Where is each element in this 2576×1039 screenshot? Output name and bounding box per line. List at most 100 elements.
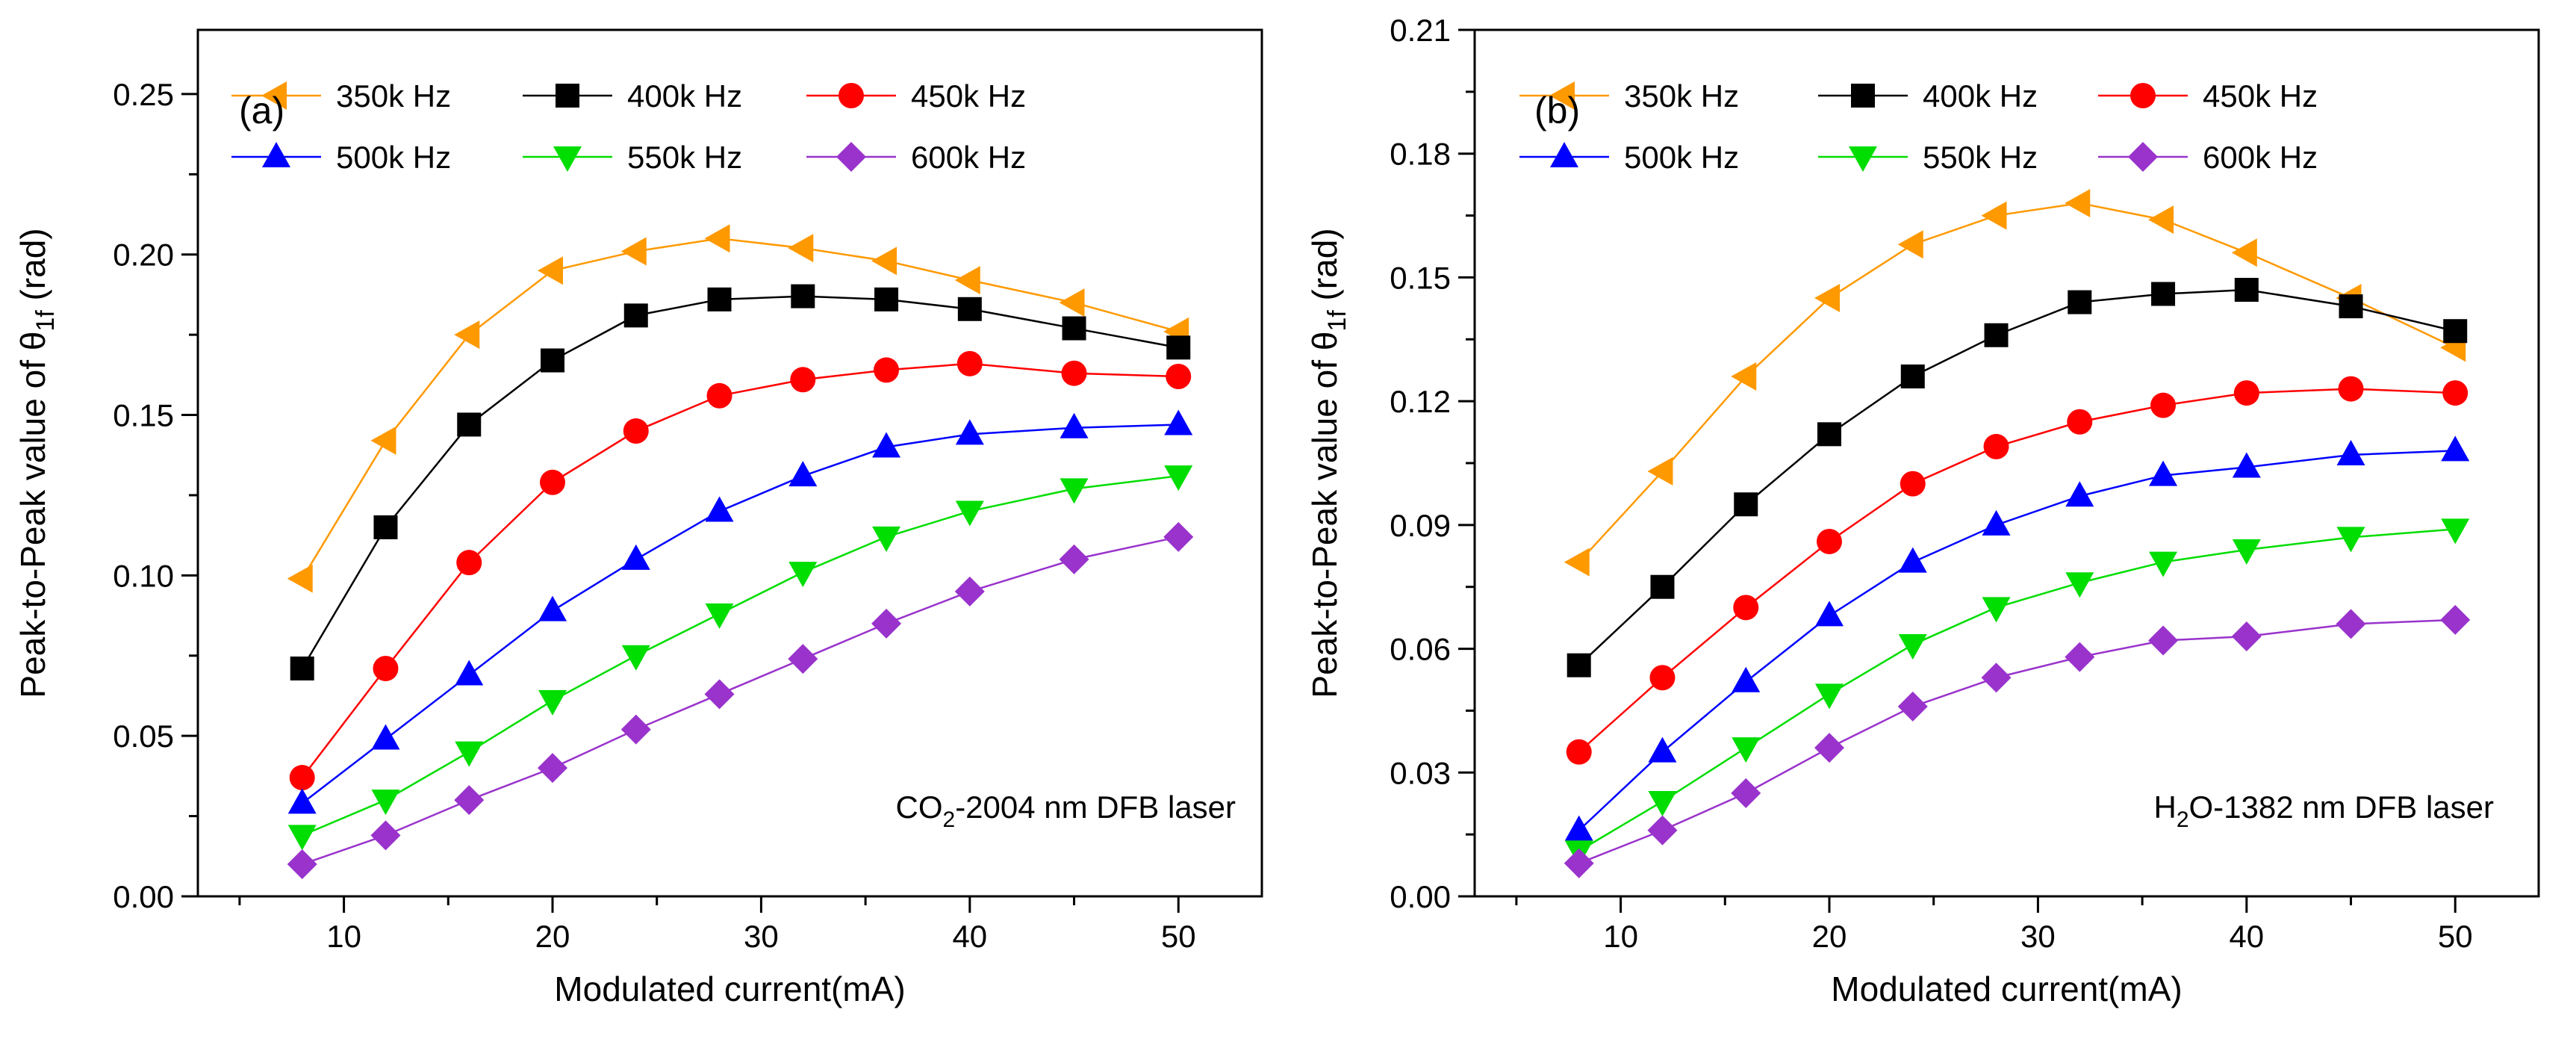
data-point <box>790 367 816 393</box>
data-point <box>621 645 650 671</box>
data-point <box>2336 527 2365 553</box>
data-point <box>538 256 563 285</box>
legend-marker <box>556 84 579 108</box>
legend-marker <box>1851 84 1875 108</box>
data-point <box>1566 739 1592 765</box>
legend-label: 350k Hz <box>1624 78 1739 114</box>
legend-label: 450k Hz <box>2203 78 2318 114</box>
data-point <box>788 461 818 487</box>
data-point <box>2234 278 2259 302</box>
data-point <box>287 564 313 593</box>
x-tick-label: 10 <box>326 919 361 954</box>
data-point <box>1897 691 1928 722</box>
data-point <box>287 825 317 851</box>
legend-label: 600k Hz <box>2203 140 2318 175</box>
legend-marker <box>261 81 287 110</box>
panel-label: (a) <box>239 90 284 131</box>
data-point <box>1897 230 1923 259</box>
data-point <box>623 303 648 328</box>
data-point <box>707 287 732 311</box>
data-point <box>2443 319 2468 344</box>
data-point <box>1733 595 1759 621</box>
data-point <box>2148 205 2174 235</box>
y-tick-label: 0.00 <box>113 879 174 914</box>
data-point <box>538 753 567 784</box>
data-point <box>1059 544 1089 574</box>
data-point <box>1814 284 1840 313</box>
laser-annotation: CO2-2004 nm DFB laser <box>896 790 1236 832</box>
data-point <box>1898 547 1927 573</box>
series-line <box>301 295 1179 669</box>
y-axis-label: Peak-to-Peak value of θ1f (rad) <box>1305 228 1351 698</box>
legend-marker <box>1849 146 1877 172</box>
data-point <box>2440 604 2471 635</box>
data-point <box>1983 433 2009 459</box>
data-point <box>2149 551 2178 577</box>
data-point <box>621 544 650 570</box>
data-point <box>1564 848 1594 878</box>
data-point <box>788 644 818 674</box>
data-point <box>2339 294 2363 319</box>
x-axis-label: Modulated current(mA) <box>1831 970 2182 1008</box>
data-point <box>1732 666 1761 692</box>
data-point <box>2336 609 2366 639</box>
data-point <box>872 526 901 552</box>
data-point <box>2441 435 2470 462</box>
data-point <box>874 287 899 311</box>
y-tick-label: 0.18 <box>1390 137 1451 172</box>
data-point <box>1898 634 1927 660</box>
data-point <box>2233 380 2259 406</box>
data-point <box>1564 815 1593 841</box>
legend-marker <box>1550 142 1578 167</box>
data-point <box>623 418 649 444</box>
data-point <box>788 562 818 588</box>
data-point <box>954 266 980 295</box>
y-axis-label: Peak-to-Peak value of θ1f (rad) <box>13 228 60 698</box>
data-point <box>370 820 401 851</box>
data-point <box>704 679 735 710</box>
data-point <box>287 849 317 880</box>
data-point <box>1814 733 1844 763</box>
laser-annotation: H2O-1382 nm DFB laser <box>2153 790 2494 832</box>
legend-label: 350k Hz <box>336 78 451 114</box>
data-point <box>1564 548 1590 577</box>
data-point <box>538 689 567 716</box>
series-line <box>1578 288 2456 666</box>
data-point <box>1817 422 1841 447</box>
data-point <box>2068 290 2092 314</box>
data-point <box>1982 509 2011 536</box>
data-point <box>2065 572 2094 598</box>
data-point <box>1164 409 1193 435</box>
y-tick-label: 0.20 <box>113 238 174 273</box>
data-point <box>2149 460 2178 486</box>
data-point <box>1649 665 1676 691</box>
data-point <box>370 426 396 455</box>
x-tick-label: 30 <box>2020 919 2056 954</box>
series-line <box>1578 388 2456 753</box>
data-point <box>371 724 400 750</box>
data-point <box>1900 365 1925 388</box>
data-point <box>454 785 485 816</box>
data-point <box>1815 601 1844 627</box>
data-point <box>2065 642 2095 672</box>
data-point <box>1982 597 2011 623</box>
panel-b: 10 20 30 40 50 0.00 0.03 0.06 0.09 0.12 0.15 0.18 0.… <box>1305 13 2540 1008</box>
data-point <box>620 237 647 266</box>
y-tick-label: 0.03 <box>1390 755 1451 790</box>
panel-label: (b) <box>1534 90 1580 131</box>
data-point <box>455 741 484 767</box>
data-point <box>2441 518 2470 545</box>
data-point <box>2151 282 2176 306</box>
data-point <box>2338 376 2364 402</box>
data-point <box>957 297 982 321</box>
data-point <box>1732 737 1761 763</box>
data-point <box>871 608 902 639</box>
panel-a: 10 20 30 40 50 0.00 0.05 0.10 0.15 0.20 0.25 Modula… <box>13 28 1263 1008</box>
data-point <box>706 382 732 409</box>
data-point <box>2065 481 2094 507</box>
series-line <box>1578 450 2456 831</box>
data-point <box>371 790 400 816</box>
legend-label: 500k Hz <box>336 140 451 175</box>
y-tick-label: 0.00 <box>1390 879 1451 914</box>
